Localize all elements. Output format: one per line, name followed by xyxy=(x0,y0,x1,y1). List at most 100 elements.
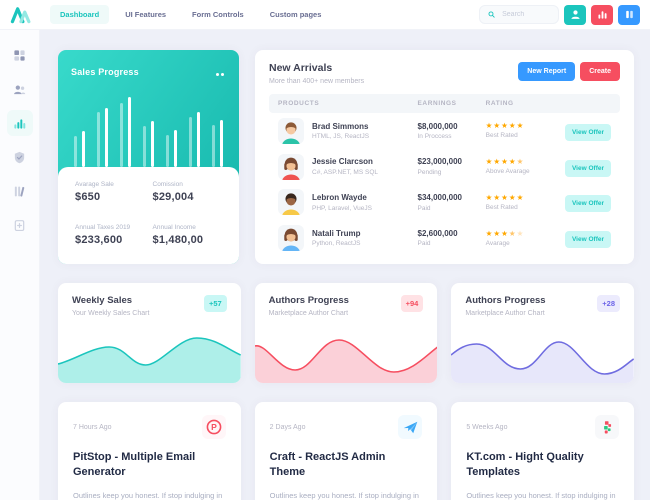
column-products: PRODUCTS xyxy=(278,100,320,107)
stat-label: Avarage Sale xyxy=(75,181,114,188)
stat-value: $1,480,00 xyxy=(152,233,204,246)
layout-button[interactable] xyxy=(618,4,640,25)
search-box[interactable] xyxy=(479,5,559,24)
sidebar-item-library[interactable] xyxy=(7,178,33,204)
stat-average-sale: Avarage Sale $650 xyxy=(75,181,145,210)
user-button[interactable] xyxy=(564,4,586,25)
sales-progress-header: Sales Progress xyxy=(71,61,226,83)
sidebar-item-security[interactable] xyxy=(7,144,33,170)
stats-button[interactable] xyxy=(591,4,613,25)
search-input[interactable] xyxy=(500,10,550,19)
card-menu-button[interactable] xyxy=(212,61,226,83)
article-time: 5 Weeks Ago xyxy=(466,423,508,431)
earnings-status: Pending xyxy=(417,168,442,176)
grid-icon xyxy=(14,49,25,61)
authors-progress-title: Authors Progress xyxy=(465,295,546,306)
weekly-sales-area-chart xyxy=(58,337,241,383)
article-title[interactable]: KT.com - Hight Quality Templates xyxy=(466,451,584,479)
library-icon xyxy=(14,186,25,197)
article-body: Outlines keep you honest. If stop indulg… xyxy=(269,490,419,500)
article-body: Outlines keep you honest. If stop indulg… xyxy=(466,490,616,500)
create-button[interactable]: Create xyxy=(580,62,620,81)
view-offer-button[interactable]: View Offer xyxy=(564,123,611,141)
star-rating: ★★★★★ xyxy=(485,192,525,202)
authors-progress-subtitle: Marketplace Author Chart xyxy=(268,310,349,317)
table-header: PRODUCTS EARNINGS RATING xyxy=(269,94,620,113)
earnings-value: $2,600,000 xyxy=(417,228,458,238)
product-name: Natali Trump xyxy=(312,228,361,238)
avatar xyxy=(278,153,304,180)
sales-bar-chart xyxy=(71,83,226,167)
paper-plane-icon xyxy=(398,415,423,439)
stat-label: Annual Income xyxy=(152,223,196,231)
users-icon xyxy=(14,85,26,94)
charts-row: Weekly Sales Your Weekly Sales Chart +57… xyxy=(58,283,635,383)
product-skills: Python, ReactJS xyxy=(312,240,361,248)
authors-progress-badge: +94 xyxy=(400,295,424,312)
pause-icon xyxy=(625,10,633,19)
rating-label: Avarage xyxy=(485,239,510,247)
product-skills: HTML, JS, ReactJS xyxy=(312,133,370,141)
article-title[interactable]: PitStop - Multiple Email Generator xyxy=(73,451,196,479)
articles-row: 7 Hours Ago P PitStop - Multiple Email G… xyxy=(58,402,635,500)
product-skills: C#, ASP.NET, MS SQL xyxy=(312,168,378,176)
view-offer-button[interactable]: View Offer xyxy=(564,159,611,177)
table-row: Natali Trump Python, ReactJS $2,600,000 … xyxy=(269,221,620,255)
sidebar-item-dashboard[interactable] xyxy=(7,42,33,68)
table-body: Brad Simmons HTML, JS, ReactJS $8,000,00… xyxy=(269,113,620,256)
pitstop-logo-icon: P xyxy=(201,415,226,439)
product-skills: PHP, Laravel, VueJS xyxy=(312,204,372,212)
new-arrivals-subtitle: More than 400+ new members xyxy=(269,78,365,85)
sidebar xyxy=(0,30,40,500)
rating-label: Above Avarage xyxy=(485,168,530,176)
new-arrivals-titles: New Arrivals More than 400+ new members xyxy=(269,62,364,85)
sidebar-item-users[interactable] xyxy=(7,76,33,102)
sales-stats-panel: Avarage Sale $650 Comission $29,004 Annu… xyxy=(58,167,239,264)
stat-value: $650 xyxy=(75,191,101,203)
weekly-sales-card: Weekly Sales Your Weekly Sales Chart +57 xyxy=(58,283,241,383)
stat-label: Comission xyxy=(152,181,183,188)
shield-check-icon xyxy=(14,151,25,163)
sales-progress-card: Sales Progress Avarage Sale $650 Comissi… xyxy=(58,50,239,264)
earnings-status: Paid xyxy=(417,204,431,212)
earnings-value: $8,000,000 xyxy=(417,121,458,131)
sidebar-item-new-file[interactable] xyxy=(7,212,33,238)
nav-ui-features[interactable]: UI Features xyxy=(125,10,167,19)
authors-progress-area-chart xyxy=(254,339,438,383)
sidebar-item-charts[interactable] xyxy=(6,110,33,136)
stat-annual-income: Annual Income $1,480,00 xyxy=(153,224,223,253)
sales-progress-top: Sales Progress xyxy=(58,50,239,167)
authors-progress-area-chart xyxy=(451,341,635,383)
avatar xyxy=(278,189,304,216)
logo[interactable] xyxy=(0,0,40,29)
kt-logo-icon xyxy=(595,415,620,439)
new-arrivals-card: New Arrivals More than 400+ new members … xyxy=(255,50,634,264)
star-rating: ★★★★★ xyxy=(485,157,525,167)
column-rating: RATING xyxy=(485,100,514,107)
article-card-craft: 2 Days Ago Craft - ReactJS Admin Theme O… xyxy=(254,402,438,500)
authors-progress-card-red: Authors Progress Marketplace Author Char… xyxy=(254,283,438,383)
authors-progress-badge: +28 xyxy=(597,295,621,312)
new-arrivals-header: New Arrivals More than 400+ new members … xyxy=(269,62,620,85)
article-title[interactable]: Craft - ReactJS Admin Theme xyxy=(269,451,386,479)
earnings-status: Paid xyxy=(417,240,431,248)
nav-dashboard[interactable]: Dashboard xyxy=(50,5,110,24)
product-name: Brad Simmons xyxy=(312,121,369,131)
new-arrivals-actions: New Report Create xyxy=(518,62,620,81)
nav-form-controls[interactable]: Form Controls xyxy=(192,10,244,19)
view-offer-button[interactable]: View Offer xyxy=(564,231,611,249)
product-name: Jessie Clarcson xyxy=(312,157,373,167)
stat-comission: Comission $29,004 xyxy=(153,181,223,210)
view-offer-button[interactable]: View Offer xyxy=(564,195,611,213)
nav-custom-pages[interactable]: Custom pages xyxy=(269,10,322,19)
new-report-button[interactable]: New Report xyxy=(518,62,576,81)
authors-progress-card-indigo: Authors Progress Marketplace Author Char… xyxy=(451,283,635,383)
stat-annual-taxes: Annual Taxes 2019 $233,600 xyxy=(75,224,145,253)
star-rating: ★★★★★ xyxy=(485,228,525,238)
stat-value: $233,600 xyxy=(75,233,123,246)
weekly-sales-subtitle: Your Weekly Sales Chart xyxy=(72,310,150,317)
earnings-value: $34,000,000 xyxy=(417,193,463,203)
sales-progress-title: Sales Progress xyxy=(71,67,139,77)
main-content: Sales Progress Avarage Sale $650 Comissi… xyxy=(40,30,650,500)
